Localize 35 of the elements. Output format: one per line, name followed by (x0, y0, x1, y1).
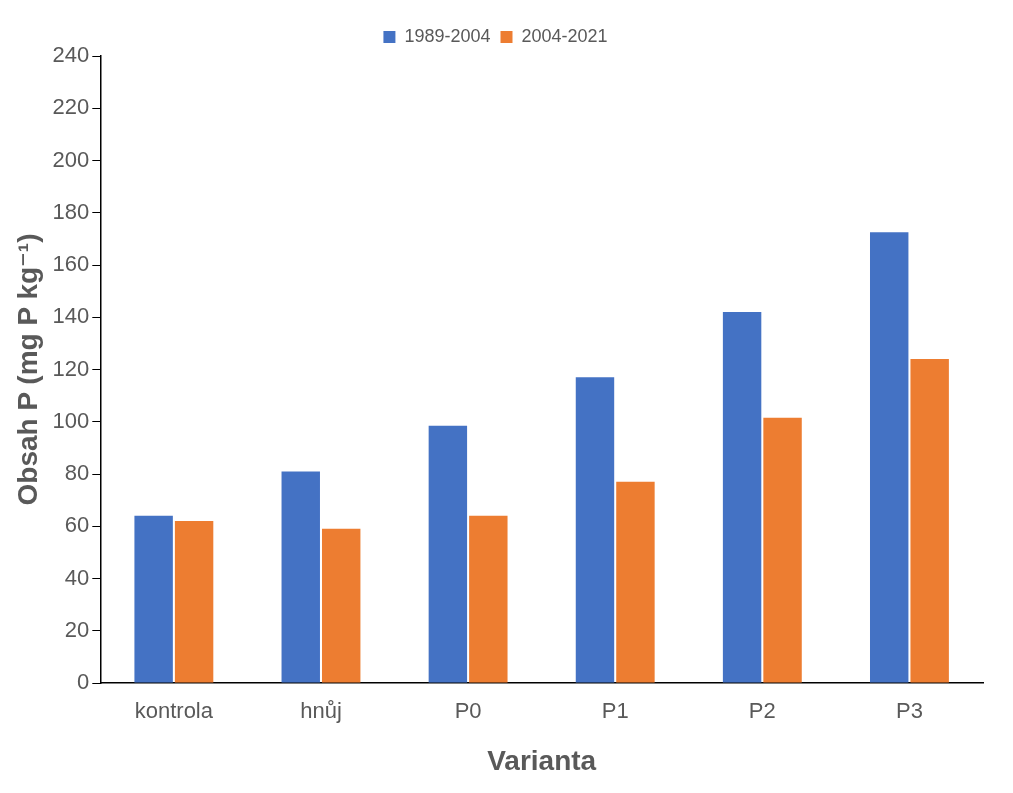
bar (174, 521, 214, 683)
y-tick-label: 120 (52, 355, 90, 381)
bar (910, 359, 949, 683)
bar (428, 425, 468, 683)
bar (870, 232, 909, 683)
legend-label: 2004-2021 (521, 25, 608, 46)
x-tick-label: P3 (895, 698, 923, 724)
y-tick-label: 40 (64, 564, 90, 590)
y-tick-label: 180 (52, 198, 90, 224)
bar (321, 528, 361, 683)
bar (469, 515, 508, 683)
x-tick-label: P0 (454, 698, 482, 724)
y-tick-label: 140 (52, 303, 90, 329)
x-tick-label: hnůj (300, 698, 342, 724)
y-axis-title: Obsah P (mg P kg⁻¹) (11, 233, 43, 506)
bar (134, 515, 173, 683)
bar (763, 417, 802, 683)
x-tick-label: kontrola (134, 698, 214, 724)
y-tick-label: 80 (64, 460, 90, 486)
y-tick-label: 60 (64, 512, 90, 538)
legend-label: 1989-2004 (404, 25, 491, 46)
y-tick-label: 0 (77, 669, 90, 695)
y-tick-label: 160 (52, 251, 90, 277)
y-tick-label: 220 (52, 94, 90, 120)
x-tick-label: P2 (748, 698, 776, 724)
y-tick-label: 240 (52, 42, 90, 68)
y-tick-label: 200 (52, 146, 90, 172)
x-axis-title: Varianta (487, 744, 597, 776)
y-tick-label: 20 (64, 616, 90, 642)
bar (722, 312, 762, 683)
bar (281, 471, 320, 683)
bar (575, 377, 615, 683)
y-tick-label: 100 (52, 407, 90, 433)
x-tick-label: P1 (601, 698, 629, 724)
bar (616, 481, 655, 683)
